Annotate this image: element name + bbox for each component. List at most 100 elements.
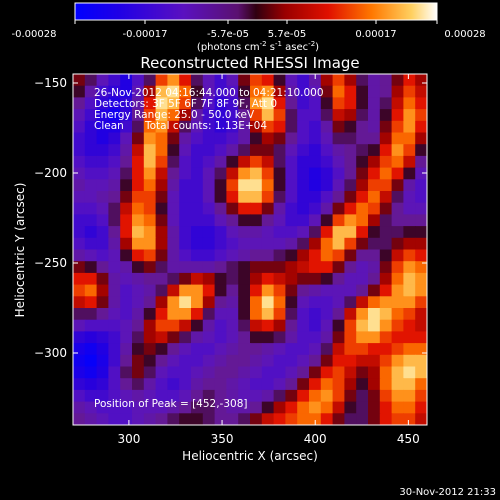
- heatmap-cell: [285, 331, 298, 344]
- heatmap-cell: [155, 413, 168, 425]
- heatmap-cell: [285, 202, 298, 215]
- heatmap-cell: [191, 167, 204, 180]
- heatmap-cell: [250, 366, 263, 379]
- heatmap-cell: [415, 97, 427, 110]
- heatmap-cell: [73, 249, 86, 262]
- heatmap-cell: [167, 249, 180, 262]
- heatmap-cell: [368, 85, 381, 98]
- heatmap-cell: [155, 296, 168, 309]
- heatmap-cell: [143, 272, 157, 286]
- heatmap-cell: [226, 319, 239, 332]
- heatmap-cell: [120, 85, 133, 98]
- heatmap-cell: [250, 284, 263, 297]
- heatmap-cell: [415, 214, 427, 227]
- heatmap-cell: [320, 155, 334, 169]
- heatmap-cell: [344, 296, 357, 309]
- heatmap-cell: [96, 343, 109, 356]
- heatmap-cell: [356, 319, 369, 332]
- heatmap-cell: [309, 120, 322, 134]
- heatmap-cell: [238, 366, 251, 379]
- heatmap-cell: [226, 155, 239, 169]
- heatmap-cell: [368, 237, 381, 251]
- heatmap-cell: [226, 401, 239, 414]
- heatmap-cell: [285, 249, 298, 262]
- heatmap-cell: [297, 109, 310, 122]
- heatmap-cell: [143, 226, 157, 239]
- heatmap-cell: [132, 85, 145, 98]
- heatmap-cell: [143, 284, 157, 297]
- heatmap-cell: [238, 354, 251, 368]
- heatmap-cell: [344, 74, 357, 87]
- heatmap-cell: [415, 401, 427, 414]
- heatmap-cell: [214, 296, 227, 309]
- heatmap-cell: [108, 389, 121, 403]
- heatmap-cell: [379, 144, 393, 157]
- heatmap-cell: [84, 319, 98, 332]
- heatmap-cell: [191, 214, 204, 227]
- heatmap-cell: [73, 378, 86, 391]
- heatmap-cell: [108, 120, 121, 134]
- heatmap-cell: [96, 272, 109, 286]
- heatmap-cell: [368, 272, 381, 286]
- heatmap-cell: [391, 179, 404, 192]
- heatmap-cell: [155, 97, 168, 110]
- colorbar-tick-label: -0.00028: [12, 29, 57, 40]
- heatmap-cell: [143, 331, 157, 344]
- heatmap-cell: [320, 378, 334, 391]
- heatmap-cell: [250, 144, 263, 157]
- heatmap-cell: [96, 284, 109, 297]
- heatmap-cell: [297, 296, 310, 309]
- peak-position-text: Position of Peak = [452,-308]: [94, 398, 248, 410]
- heatmap-cell: [132, 214, 145, 227]
- heatmap-cell: [368, 331, 381, 344]
- heatmap-cell: [344, 155, 357, 169]
- heatmap-cell: [379, 343, 393, 356]
- heatmap-cell: [332, 366, 345, 379]
- heatmap-cell: [261, 109, 275, 122]
- heatmap-cell: [120, 366, 133, 379]
- heatmap-cell: [179, 74, 192, 87]
- heatmap-cell: [202, 109, 216, 122]
- heatmap-cell: [261, 331, 275, 344]
- heatmap-cell: [202, 389, 216, 403]
- heatmap-cell: [179, 97, 192, 110]
- heatmap-cell: [179, 319, 192, 332]
- heatmap-cell: [344, 284, 357, 297]
- heatmap-cell: [120, 179, 133, 192]
- heatmap-cell: [379, 214, 393, 227]
- colorbar-tick-label: 5.7e-05: [268, 29, 306, 40]
- heatmap-cell: [214, 319, 227, 332]
- heatmap-cell: [356, 354, 369, 368]
- heatmap-cell: [403, 109, 416, 122]
- heatmap-cell: [356, 85, 369, 98]
- heatmap-cell: [285, 120, 298, 134]
- heatmap-cell: [132, 144, 145, 157]
- heatmap-cell: [167, 343, 180, 356]
- heatmap-cell: [167, 214, 180, 227]
- heatmap-cell: [261, 214, 275, 227]
- heatmap-cell: [273, 237, 286, 251]
- heatmap-cell: [179, 308, 192, 321]
- heatmap-cell: [226, 74, 239, 87]
- heatmap-cell: [368, 155, 381, 169]
- heatmap-cell: [96, 155, 109, 169]
- heatmap-cell: [344, 85, 357, 98]
- heatmap-cell: [250, 354, 263, 368]
- heatmap-cell: [356, 191, 369, 204]
- heatmap-cell: [96, 214, 109, 227]
- heatmap-cell: [155, 378, 168, 391]
- heatmap-cell: [238, 237, 251, 251]
- heatmap-cell: [403, 167, 416, 180]
- heatmap-cell: [155, 191, 168, 204]
- heatmap-cell: [238, 132, 251, 145]
- heatmap-cell: [96, 120, 109, 134]
- heatmap-cell: [403, 202, 416, 215]
- heatmap-cell: [273, 74, 286, 87]
- heatmap-cell: [214, 109, 227, 122]
- heatmap-cell: [297, 97, 310, 110]
- heatmap-cell: [273, 214, 286, 227]
- heatmap-cell: [132, 413, 145, 425]
- heatmap-cell: [415, 296, 427, 309]
- heatmap-cell: [332, 167, 345, 180]
- heatmap-cell: [143, 202, 157, 215]
